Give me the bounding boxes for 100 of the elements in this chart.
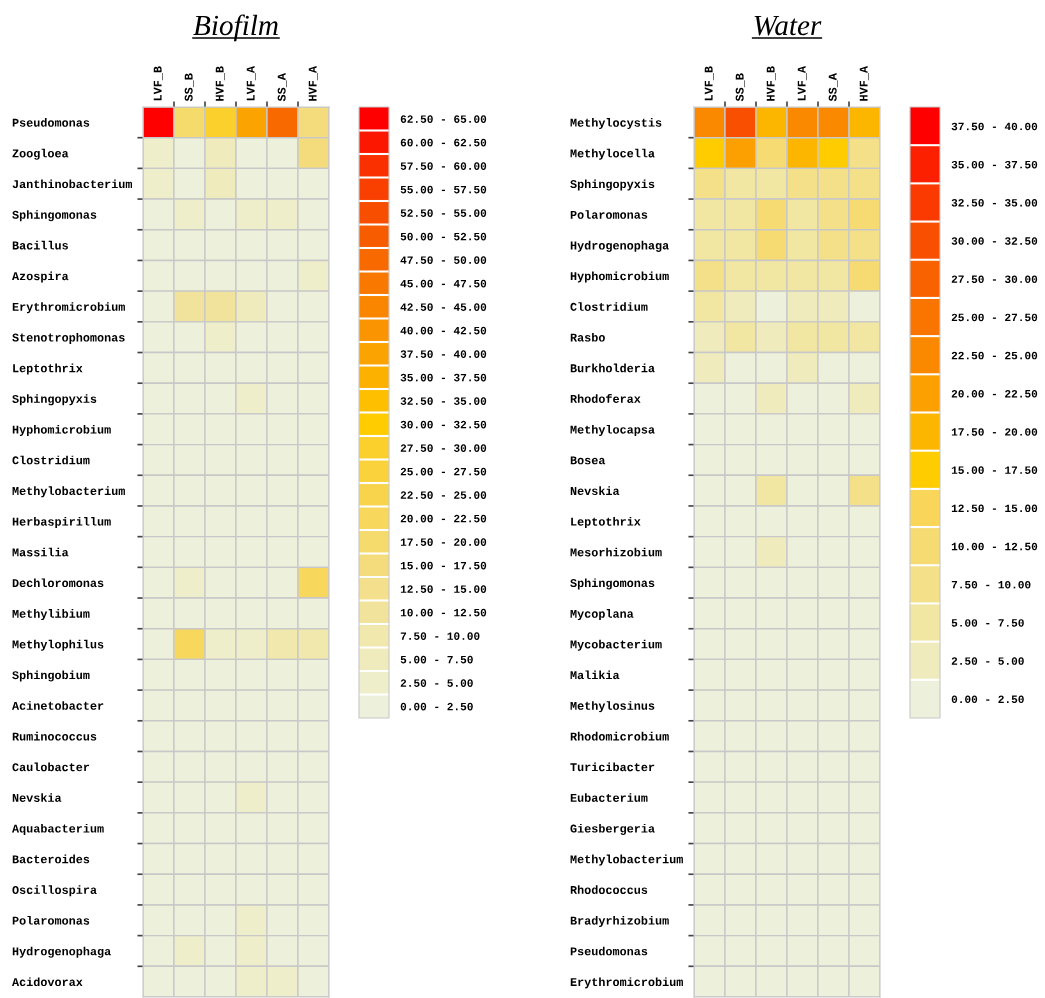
y-tick-label: Sphingopyxis [12,394,97,406]
y-tick-label: Sphingobium [12,670,90,682]
color-bar-label: 37.50 - 40.00 [400,350,487,358]
y-tick-label: Nevskia [570,486,620,496]
x-tick-label: LVF_A [797,66,807,101]
y-tick-label: Polaromonas [12,916,90,925]
color-bar-label: 32.50 - 35.00 [400,397,487,405]
y-tick-label: Methylocystis [570,118,662,130]
y-tick-label: Leptothrix [571,517,641,529]
color-bar-label: 37.50 - 40.00 [951,122,1038,131]
y-tick-label: Clostridium [12,455,90,465]
color-bar-label: 15.00 - 17.50 [400,561,487,570]
y-tick-label: Sphingomonas [12,210,97,222]
x-tick-label: HVF_B [766,66,776,101]
y-tick-label: Rasbo [570,332,605,342]
y-tick-label: Caulobacter [12,762,90,772]
y-tick-label: Clostridium [570,302,648,311]
color-bar-label: 45.00 - 47.50 [400,279,487,288]
color-bar-label: 22.50 - 25.00 [951,351,1038,360]
color-bar-label: 52.50 - 55.00 [400,209,487,217]
y-tick-label: Rhodomicrobium [570,731,669,741]
y-tick-label: Sphingomonas [570,578,655,590]
color-bar-label: 10.00 - 12.50 [951,542,1038,551]
color-bar-label: 47.50 - 50.00 [400,256,487,264]
y-tick-label: Bosea [570,456,606,465]
y-tick-label: Acinetobacter [12,701,104,710]
y-tick-label: Erythromicrobium [570,977,683,989]
color-bar-label: 2.50 - 5.00 [951,657,1024,665]
y-tick-label: Polaromonas [570,210,648,219]
y-tick-label: Methylobacterium [12,486,125,498]
color-bar-label: 25.00 - 27.50 [951,313,1038,322]
y-tick-label: Ruminococcus [12,731,97,741]
y-tick-label: Leptothrix [13,363,83,375]
y-tick-label: Hyphomicrobium [570,271,669,283]
color-bar-label: 22.50 - 25.00 [400,491,487,499]
color-bar-label: 2.50 - 5.00 [400,679,473,687]
y-tick-label: Bacillus [12,240,68,250]
color-bar-label: 62.50 - 65.00 [400,115,487,123]
x-tick-label: HVF_A [859,66,869,101]
color-bar-label: 27.50 - 30.00 [951,275,1038,283]
color-bar-label: 55.00 - 57.50 [400,185,487,194]
color-bar-label: 25.00 - 27.50 [400,467,487,476]
x-tick-label: SS_B [735,73,745,102]
x-tick-label: LVF_B [153,66,163,101]
y-tick-label: Zoogloea [12,148,69,160]
y-tick-label: Hydrogenophaga [12,946,111,958]
y-tick-label: Methylocapsa [570,424,655,436]
y-tick-label: Malikia [570,670,620,680]
x-tick-label: LVF_B [704,66,714,101]
color-bar-label: 20.00 - 22.50 [951,390,1038,398]
y-tick-label: Pseudomonas [570,946,648,956]
y-tick-label: Hyphomicrobium [12,424,111,436]
color-bar-label: 35.00 - 37.50 [951,160,1038,169]
y-tick-label: Azospira [12,271,69,283]
color-bar-label: 12.50 - 15.00 [400,585,487,593]
y-tick-label: Methylobacterium [570,854,683,866]
y-tick-label: Bradyrhizobium [570,916,669,927]
color-bar-label: 5.00 - 7.50 [400,655,473,664]
x-tick-label: LVF_A [246,66,256,101]
y-tick-label: Methylosinus [570,701,655,713]
y-tick-label: Eubacterium [570,793,648,802]
y-tick-label: Mesorhizobium [570,547,662,557]
y-tick-label: Pseudomonas [12,118,90,127]
y-tick-label: Stenotrophomonas [12,332,125,344]
y-tick-label: Dechloromonas [12,578,104,588]
color-bar-label: 32.50 - 35.00 [951,199,1038,207]
y-tick-label: Methylibium [12,609,90,621]
y-tick-label: Bacteroides [12,854,90,864]
y-tick-label: Aquabacterium [12,823,104,835]
y-tick-label: Erythromicrobium [12,302,125,314]
y-tick-label: Rhodoferax [570,394,641,403]
color-bar-label: 12.50 - 15.00 [951,504,1038,513]
y-tick-label: Giesbergeria [570,823,655,835]
color-bar-label: 60.00 - 62.50 [400,138,487,147]
color-bar-label: 42.50 - 45.00 [400,303,487,311]
y-tick-label: Acidovorax [12,977,83,987]
x-tick-label: SS_B [184,73,194,102]
color-bar-label: 0.00 - 2.50 [951,695,1024,704]
y-tick-label: Burkholderia [570,363,655,373]
x-tick-label: HVF_B [215,66,225,101]
y-tick-label: Turicibacter [570,762,655,772]
chart-title: Biofilm [193,14,278,42]
y-tick-label: Massilia [12,547,69,557]
y-tick-label: Hydrogenophaga [570,240,669,252]
x-tick-label: HVF_A [308,66,318,101]
color-bar-label: 40.00 - 42.50 [400,326,487,335]
y-tick-label: Sphingopyxis [570,179,655,191]
chart-title: Water [754,15,822,36]
y-tick-label: Rhodococcus [570,885,648,894]
color-bar-label: 10.00 - 12.50 [400,608,487,617]
y-tick-label: Methylophilus [12,639,104,651]
color-bar-label: 27.50 - 30.00 [400,444,487,452]
color-bar-label: 5.00 - 7.50 [951,619,1024,627]
y-tick-label: Mycobacterium [570,639,662,651]
y-tick-label: Nevskia [12,793,62,802]
x-tick-label: SS_A [828,73,838,102]
y-tick-label: Mycoplana [570,609,634,621]
color-bar-label: 35.00 - 37.50 [400,373,487,382]
color-bar-label: 30.00 - 32.50 [400,420,487,429]
color-bar-label: 0.00 - 2.50 [400,702,473,711]
